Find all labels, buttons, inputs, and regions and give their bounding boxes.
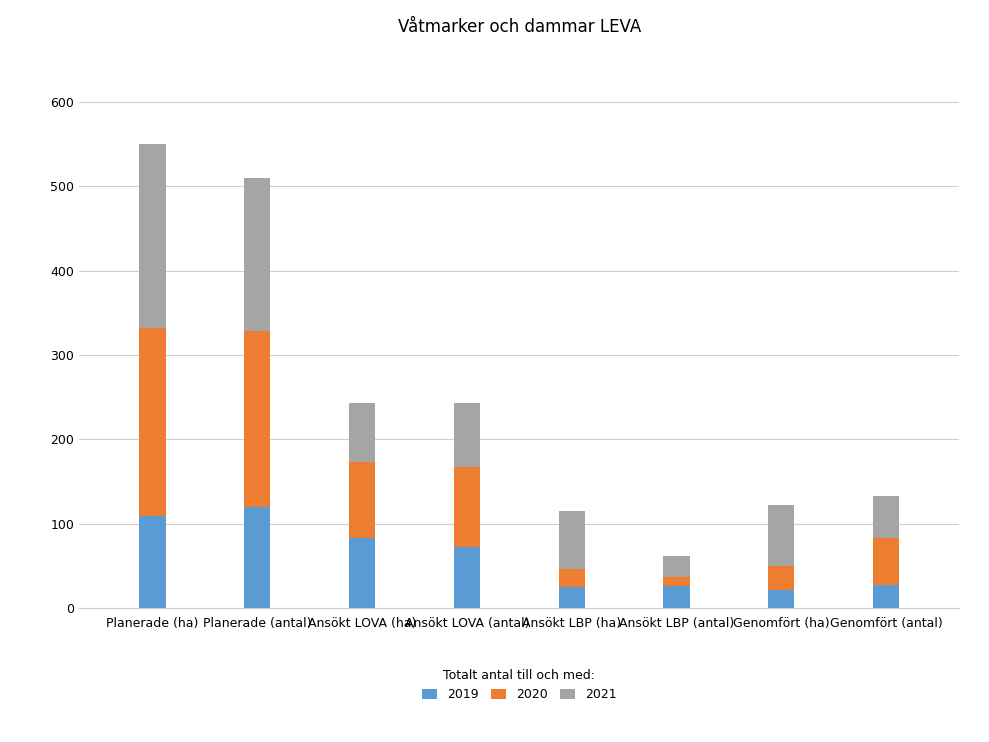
Bar <box>244 332 270 507</box>
Bar <box>139 328 165 516</box>
Bar <box>768 590 794 608</box>
Bar <box>559 588 584 608</box>
Bar <box>664 585 689 608</box>
Bar <box>139 516 165 608</box>
Bar <box>873 539 899 585</box>
Bar <box>664 556 689 577</box>
Bar <box>454 547 480 608</box>
Bar <box>559 511 584 568</box>
Title: Våtmarker och dammar LEVA: Våtmarker och dammar LEVA <box>398 18 641 36</box>
Bar <box>139 144 165 328</box>
Bar <box>873 496 899 539</box>
Bar <box>349 462 375 539</box>
Bar <box>349 539 375 608</box>
Bar <box>768 566 794 590</box>
Bar <box>664 577 689 585</box>
Bar <box>244 507 270 608</box>
Bar <box>768 505 794 566</box>
Bar <box>244 177 270 332</box>
Bar <box>559 568 584 588</box>
Bar <box>873 585 899 608</box>
Bar <box>454 467 480 547</box>
Bar <box>454 403 480 467</box>
Legend: 2019, 2020, 2021: 2019, 2020, 2021 <box>416 664 622 706</box>
Bar <box>349 403 375 462</box>
